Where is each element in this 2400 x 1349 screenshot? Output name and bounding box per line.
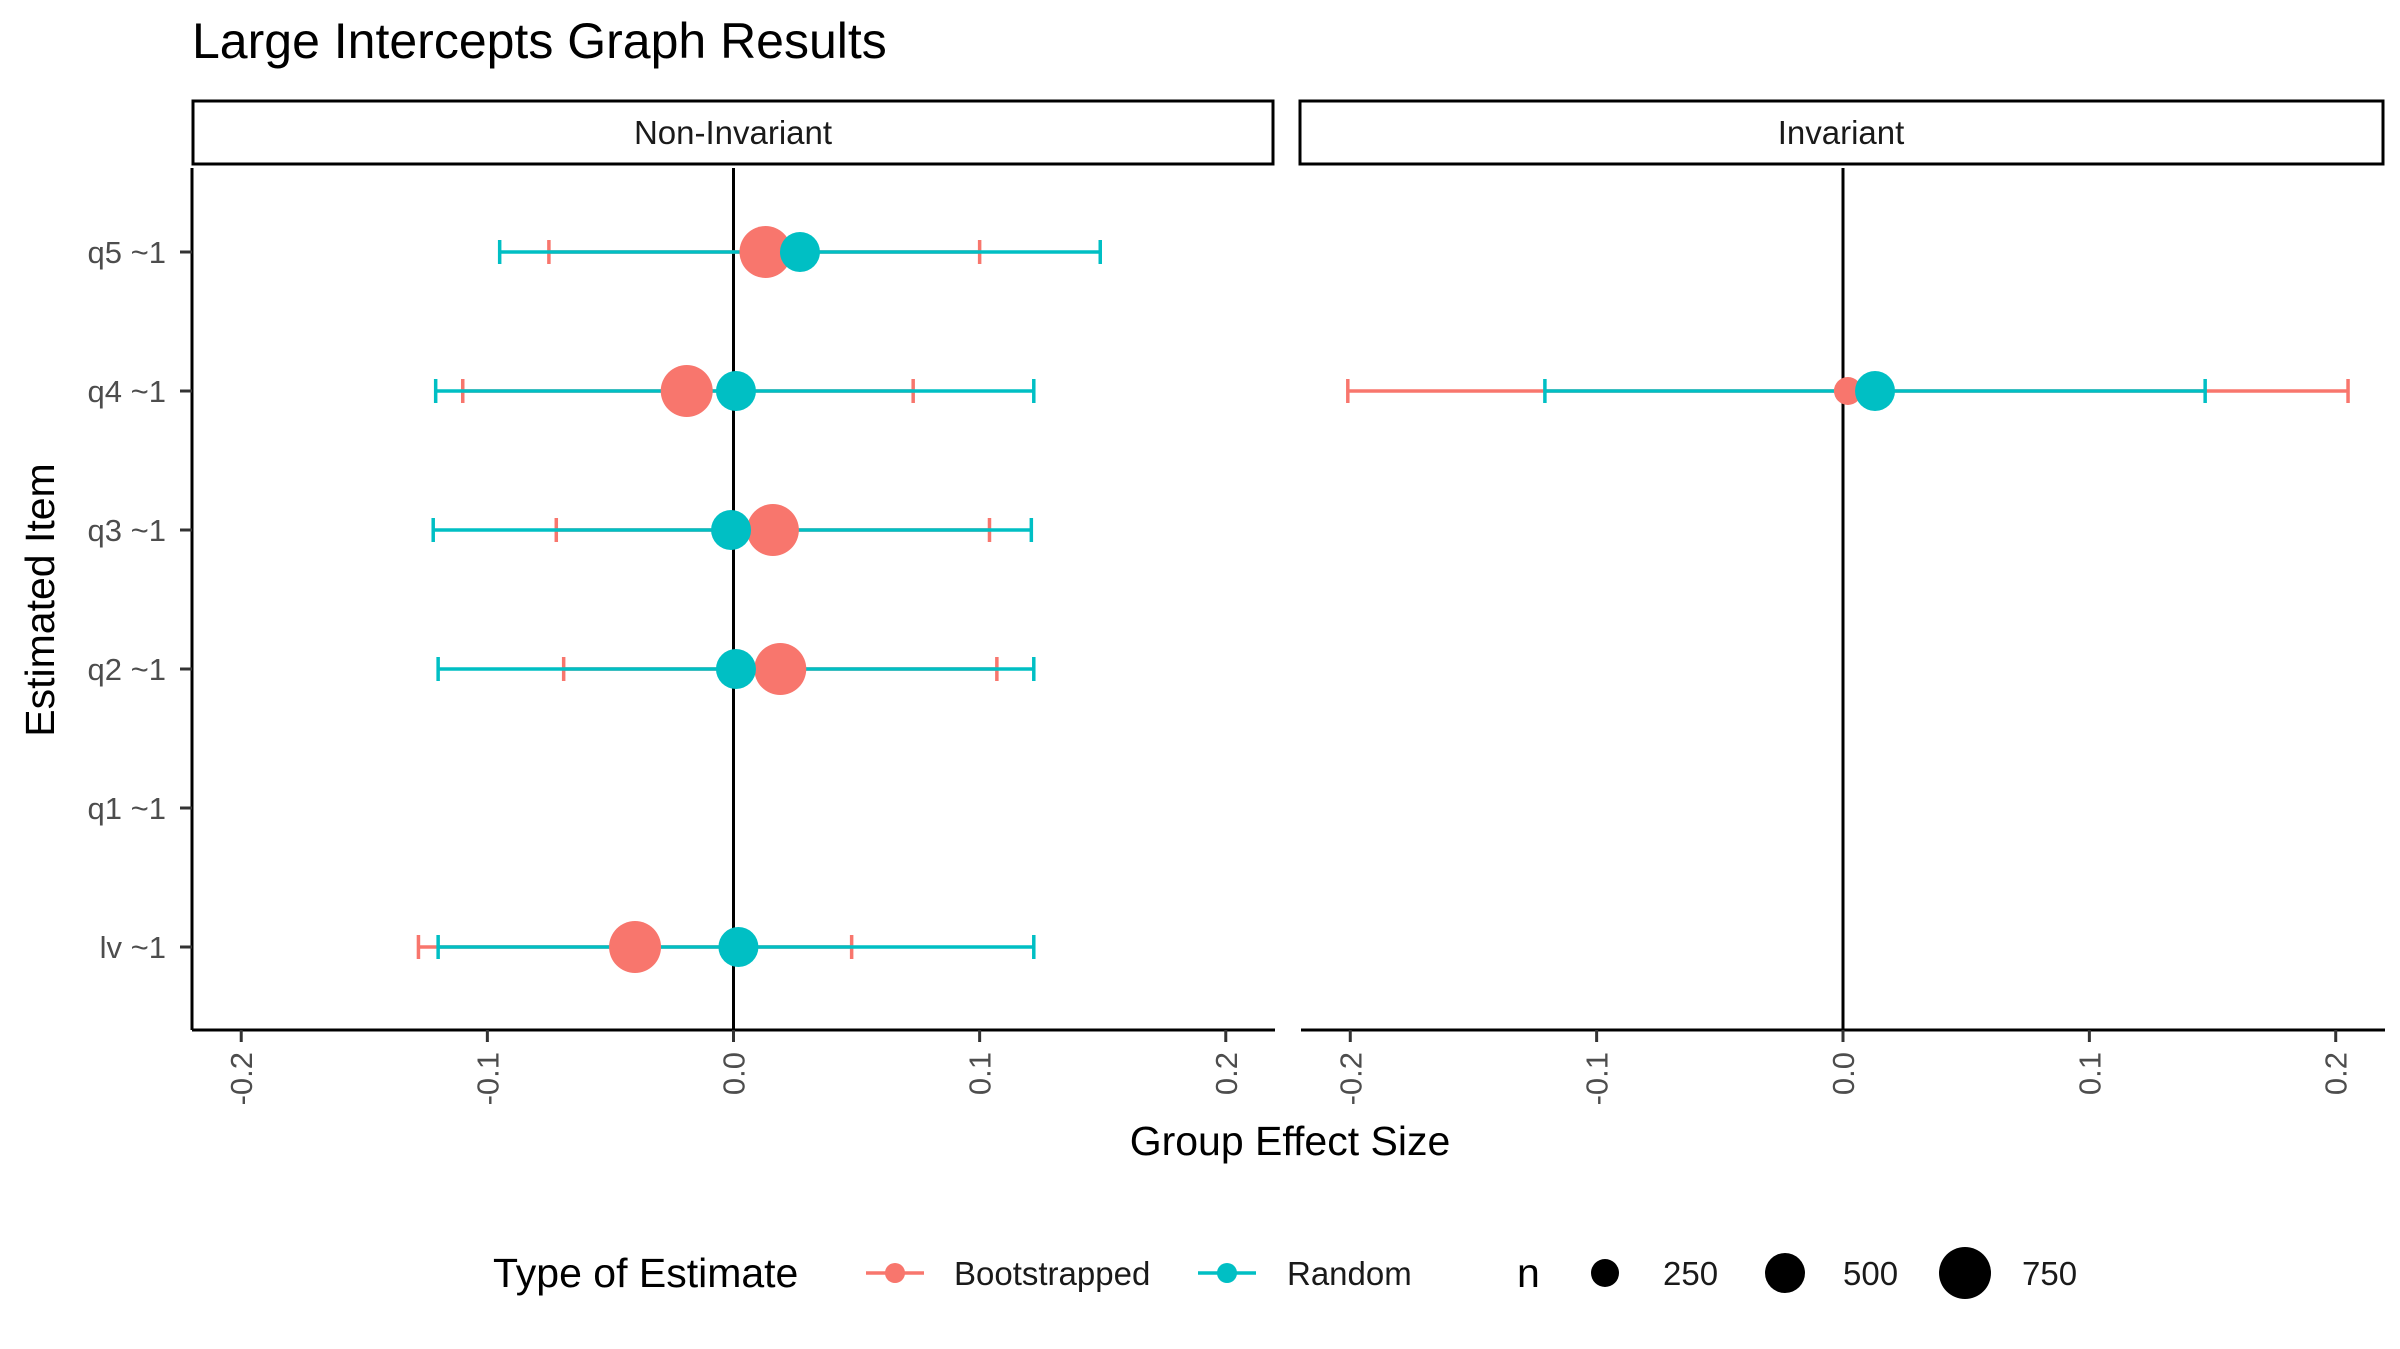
point-random-q2-1: [715, 649, 756, 689]
x-tick-label-0-1: 0.1: [2072, 1052, 2107, 1095]
legend-random-label: Random: [1287, 1255, 1412, 1292]
legend-color-title: Type of Estimate: [493, 1250, 798, 1296]
panel-invariant: -0.2 -0.1 0.0 0.1 0.2: [1301, 168, 2385, 1105]
facet-label-non-invariant: Non-Invariant: [634, 114, 832, 151]
legend-size-label-750: 750: [2022, 1255, 2077, 1292]
point-random-q5-1: [779, 232, 820, 272]
point-bootstrapped-q4-1: [660, 365, 713, 417]
chart-title: Large Intercepts Graph Results: [192, 13, 887, 69]
legend-bootstrapped-key-point: [885, 1263, 905, 1283]
y-tick-labels: q5 ~1 q4 ~1 q3 ~1 q2 ~1 q1 ~1 lv ~1: [88, 235, 192, 965]
x-tick-label-0-1: -0.1: [1580, 1052, 1615, 1105]
y-tick-label-q1-1: q1 ~1: [88, 791, 166, 826]
legend-size-key-500: [1765, 1253, 1805, 1293]
y-tick-label-q3-1: q3 ~1: [88, 513, 166, 548]
legend-bootstrapped-label: Bootstrapped: [954, 1255, 1150, 1292]
facet-strip-non-invariant: [191, 99, 1275, 166]
x-tick-label-0-0: 0.0: [1826, 1052, 1861, 1095]
point-bootstrapped-lv-1: [609, 921, 662, 973]
x-tick-label-0-1: 0.1: [963, 1052, 998, 1095]
y-tick-label-q2-1: q2 ~1: [88, 652, 166, 687]
y-tick-label-q4-1: q4 ~1: [88, 374, 166, 409]
facet-label-invariant: Invariant: [1778, 114, 1905, 151]
point-bootstrapped-q5-1: [739, 226, 792, 278]
legend-size-key-750: [1939, 1247, 1991, 1299]
x-tick-label-0-2: -0.2: [224, 1052, 259, 1105]
y-tick-label-lv-1: lv ~1: [100, 930, 166, 965]
point-random-q4-1: [1855, 371, 1896, 411]
point-bootstrapped-q3-1: [746, 504, 799, 556]
facet-strip-invariant: [1298, 99, 2385, 166]
x-tick-label-0-2: 0.2: [1209, 1052, 1244, 1095]
panels: -0.2 -0.1 0.0 0.1 0.2 -0.2 -0.1 0.0 0.1 0.2: [190, 168, 2385, 1105]
point-random-q4-1: [715, 371, 756, 411]
legend-size-label-500: 500: [1843, 1255, 1898, 1292]
legend: Type of Estimate Bootstrapped Random n 2…: [493, 1247, 2077, 1299]
point-bootstrapped-q4-1: [1833, 377, 1862, 405]
point-random-lv-1: [718, 927, 759, 967]
x-tick-label-0-2: -0.2: [1333, 1052, 1368, 1105]
point-random-q3-1: [711, 510, 752, 550]
panel-non-invariant: -0.2 -0.1 0.0 0.1 0.2: [190, 168, 1275, 1105]
legend-random-key-point: [1217, 1263, 1237, 1283]
x-tick-label-0-1: -0.1: [470, 1052, 505, 1105]
legend-size-title: n: [1517, 1250, 1540, 1296]
y-axis-label: Estimated Item: [17, 463, 63, 736]
x-tick-label-0-0: 0.0: [717, 1052, 752, 1095]
x-axis-label: Group Effect Size: [1130, 1118, 1451, 1164]
legend-size-label-250: 250: [1663, 1255, 1718, 1292]
legend-size-key-250: [1591, 1259, 1619, 1287]
point-bootstrapped-q2-1: [754, 643, 807, 695]
y-tick-label-q5-1: q5 ~1: [88, 235, 166, 270]
x-tick-label-0-2: 0.2: [2319, 1052, 2354, 1095]
